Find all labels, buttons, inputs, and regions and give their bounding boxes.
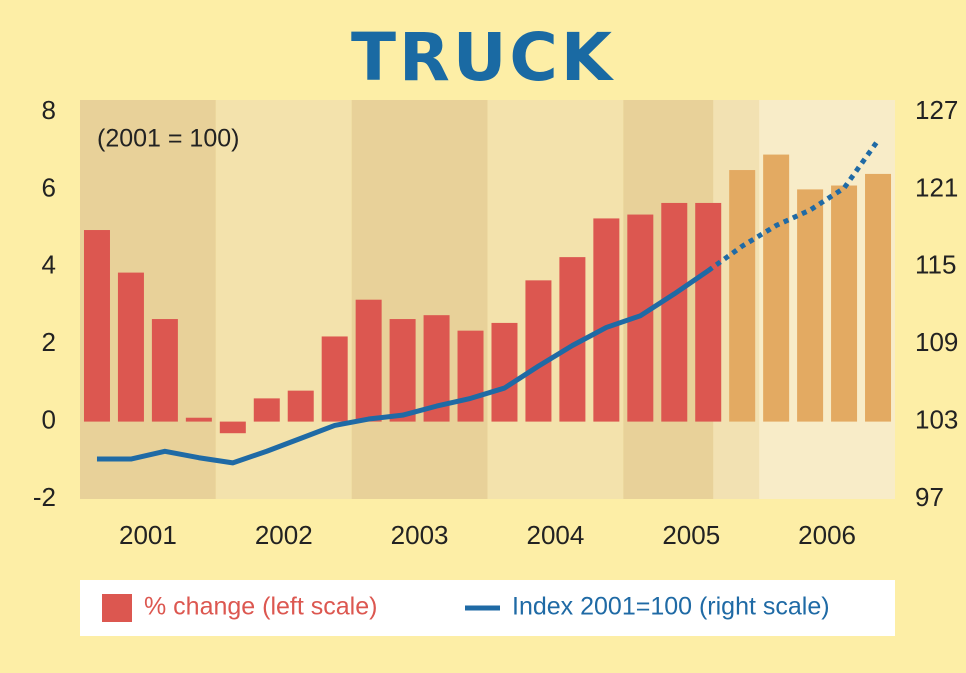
bar xyxy=(321,336,348,422)
y-tick-label: 0 xyxy=(42,404,56,434)
x-tick-label: 2003 xyxy=(391,520,449,550)
x-tick-label: 2002 xyxy=(255,520,313,550)
y-tick-label: 2 xyxy=(42,327,56,357)
y-tick-label: 6 xyxy=(42,172,56,202)
y2-tick-label: 103 xyxy=(915,404,958,434)
x-tick-label: 2004 xyxy=(526,520,584,550)
bar xyxy=(185,417,212,422)
legend-label: Index 2001=100 (right scale) xyxy=(512,593,830,621)
bar xyxy=(219,421,246,434)
bar xyxy=(117,272,144,422)
bar xyxy=(695,202,722,422)
bar xyxy=(355,299,382,422)
bar xyxy=(831,185,858,422)
bar xyxy=(491,322,518,422)
x-tick-label: 2001 xyxy=(119,520,177,550)
legend-label: % change (left scale) xyxy=(144,593,377,621)
bar xyxy=(389,319,416,422)
annotation: (2001 = 100) xyxy=(97,125,239,153)
bar xyxy=(661,202,688,422)
x-tick-label: 2005 xyxy=(662,520,720,550)
y2-tick-label: 121 xyxy=(915,172,958,202)
bar xyxy=(457,330,484,422)
bar xyxy=(151,319,178,422)
y2-tick-label: 115 xyxy=(915,250,956,280)
bar xyxy=(83,230,110,422)
bar xyxy=(797,189,824,422)
bar xyxy=(593,218,620,422)
index-line-forecast xyxy=(706,138,881,273)
bar xyxy=(253,398,280,422)
chart-title: TRUCK xyxy=(351,19,615,96)
y2-tick-label: 127 xyxy=(915,95,958,125)
y-tick-label: 8 xyxy=(42,95,56,125)
bar xyxy=(763,154,790,422)
bar xyxy=(729,170,756,422)
year-band xyxy=(351,100,488,499)
year-band xyxy=(215,100,352,499)
index-line xyxy=(96,268,710,466)
bar xyxy=(287,390,314,422)
legend-swatch xyxy=(102,594,132,622)
bar xyxy=(525,280,552,422)
y2-tick-label: 109 xyxy=(915,327,958,357)
y2-tick-label: 97 xyxy=(915,482,944,512)
x-tick-label: 2006 xyxy=(798,520,856,550)
y-tick-label: -2 xyxy=(33,482,56,512)
bar xyxy=(865,173,892,422)
y-tick-label: 4 xyxy=(42,250,56,280)
